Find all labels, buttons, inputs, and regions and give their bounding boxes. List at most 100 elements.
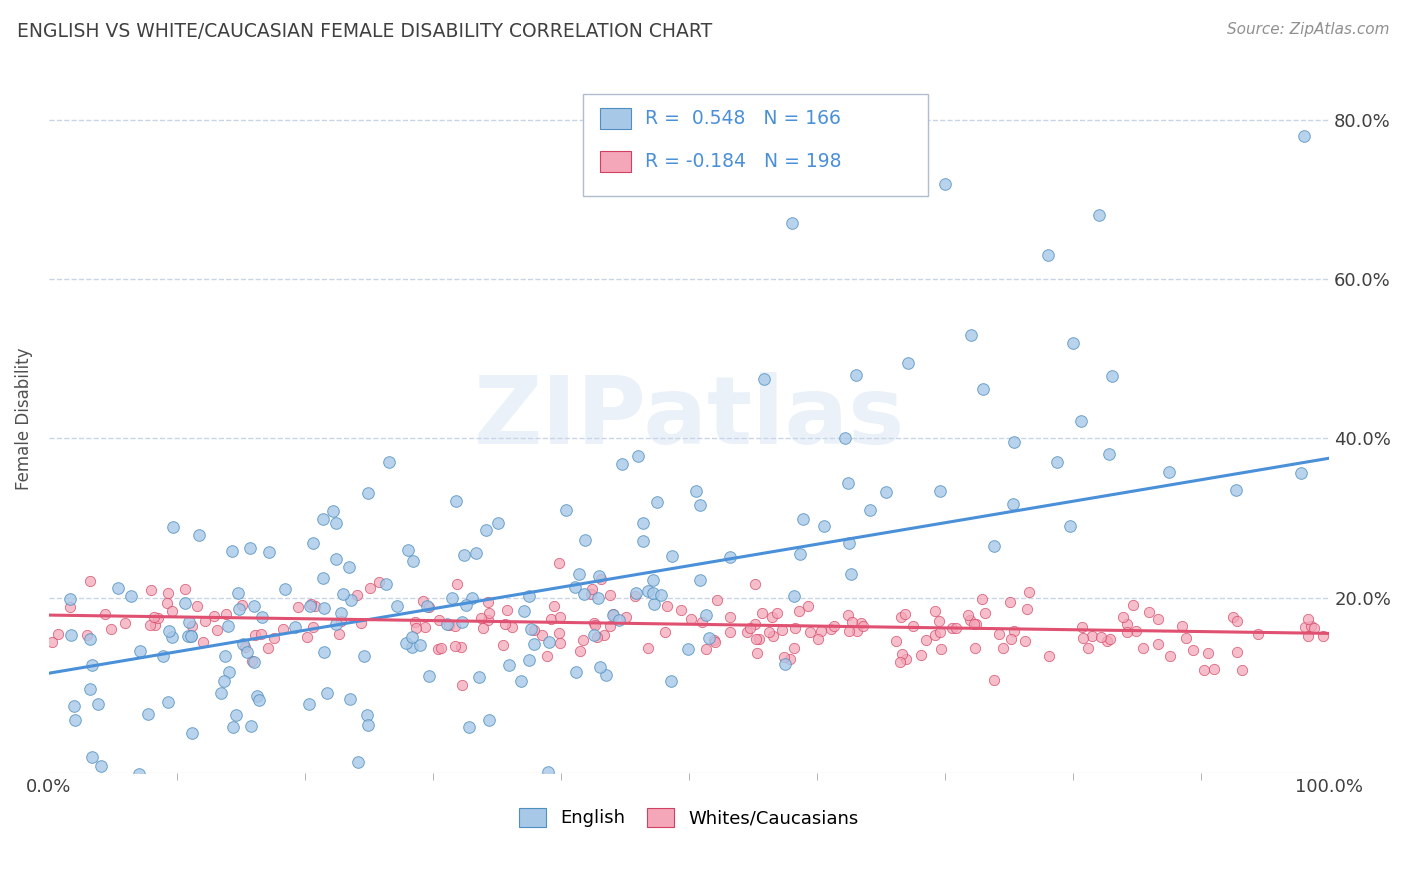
Point [243,627,266,641]
Text: R = -0.184   N = 198: R = -0.184 N = 198 [645,152,842,171]
Text: R =  0.548   N = 166: R = 0.548 N = 166 [645,109,841,128]
Point [945,621,967,635]
Point [76,628,98,642]
Point [139,618,162,632]
Point [478,606,501,620]
Point [325,551,347,566]
Point [239,541,262,555]
Point [959,613,981,627]
Point [547,626,569,640]
Point [1146,612,1168,626]
Point [627,449,650,463]
Point [271,623,294,637]
Point [437,618,460,632]
Point [312,571,335,585]
Point [458,720,481,734]
Point [875,485,897,500]
Point [718,610,741,624]
Point [583,628,606,642]
Point [173,596,195,610]
Point [356,708,378,723]
Point [413,620,436,634]
Point [1095,634,1118,648]
Point [287,599,309,614]
Point [513,604,536,618]
Point [1015,601,1038,615]
Point [160,604,183,618]
Point [637,583,659,598]
Point [359,581,381,595]
Point [941,621,963,635]
Point [555,503,578,517]
Point [325,516,347,531]
Point [48,627,70,641]
Point [509,674,531,689]
Point [86,697,108,711]
Point [752,372,775,386]
Point [250,627,273,641]
Point [454,598,477,612]
Point [681,612,703,626]
Point [100,622,122,636]
Point [998,595,1021,609]
Point [797,599,820,614]
Point [139,583,162,598]
Point [79,574,101,588]
Point [138,706,160,721]
Point [357,718,380,732]
Point [427,613,450,627]
Point [1225,615,1247,629]
Point [180,629,202,643]
Point [792,511,814,525]
Point [233,640,256,654]
Point [453,548,475,562]
Point [328,627,350,641]
Point [80,657,103,672]
Point [451,615,474,630]
Point [770,623,793,637]
Point [444,619,467,633]
Point [257,641,280,656]
Point [1115,625,1137,640]
Point [330,606,353,620]
Point [312,645,335,659]
Point [1099,632,1122,647]
Point [1137,605,1160,619]
Point [963,617,986,632]
Point [579,586,602,600]
Point [614,609,637,624]
Point [418,668,440,682]
Point [837,607,859,622]
Point [845,368,868,382]
Point [718,624,741,639]
Point [179,615,201,629]
Point [79,632,101,647]
Point [478,713,501,727]
Point [537,764,560,779]
Point [633,534,655,549]
Point [595,668,617,682]
Point [820,622,842,636]
Point [301,620,323,634]
Point [889,655,911,669]
Point [1222,610,1244,624]
Point [243,655,266,669]
Point [367,575,389,590]
Point [180,726,202,740]
Point [114,616,136,631]
Point [357,485,380,500]
Point [914,632,936,647]
Point [581,582,603,596]
Point [157,624,180,638]
Point [929,624,952,639]
Point [470,773,492,788]
Point [599,619,621,633]
Point [202,608,225,623]
Point [706,592,728,607]
Point [405,621,427,635]
Point [218,665,240,679]
Point [543,599,565,613]
Point [346,588,368,602]
Point [1174,632,1197,646]
Point [834,431,856,445]
